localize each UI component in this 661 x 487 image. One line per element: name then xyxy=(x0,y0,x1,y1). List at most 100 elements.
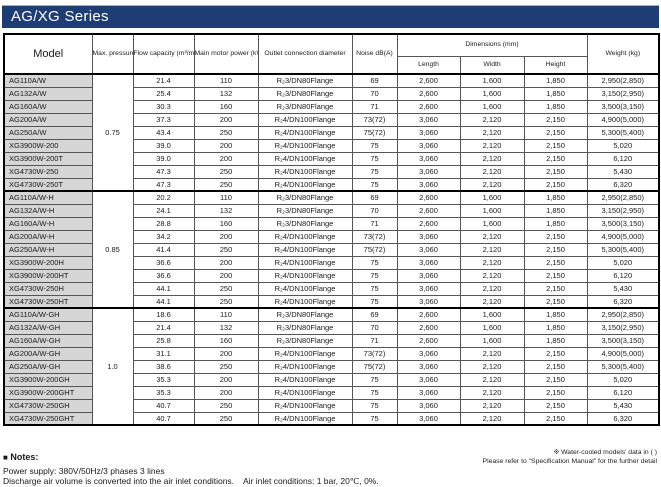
flow-cell: 40.7 xyxy=(132,411,195,426)
width-cell: 2,120 xyxy=(459,411,525,426)
notes-block: ■ Notes: Power supply: 380V/50Hz/3 phase… xyxy=(3,452,379,487)
flow-cell: 21.4 xyxy=(132,320,195,335)
outlet-cell: R₂4/DN100Flange xyxy=(257,229,353,244)
model-cell: AG250A/W xyxy=(3,125,93,140)
weight-cell: 5,430 xyxy=(586,281,660,296)
table-row: XG3900W-200 39.0 200 R₂4/DN100Flange 75 3,060… xyxy=(3,138,660,153)
power-cell: 200 xyxy=(193,385,259,400)
height-cell: 1,850 xyxy=(523,190,588,205)
flow-cell: 38.6 xyxy=(132,359,195,374)
table-row: AG110A/W-H 0.85 20.2 110 R₂3/DN80Flange 69 2,6… xyxy=(3,190,660,309)
length-cell: 3,060 xyxy=(396,242,461,257)
width-cell: 1,600 xyxy=(459,307,525,322)
page-title: AG/XG Series xyxy=(11,8,109,25)
model-cell: XG3900W-200GHT xyxy=(3,385,93,400)
width-cell: 2,120 xyxy=(459,151,525,166)
height-cell: 1,850 xyxy=(523,320,588,335)
power-cell: 132 xyxy=(193,86,259,101)
width-cell: 1,600 xyxy=(459,99,525,114)
width-cell: 2,120 xyxy=(459,112,525,127)
noise-cell: 75 xyxy=(351,372,398,387)
series-title-banner: AG/XG Series xyxy=(2,5,659,28)
spec-table-body: AG110A/W 0.75 21.4 110 R₂3/DN80Flange 69 2,600… xyxy=(3,73,660,426)
flow-cell: 35.3 xyxy=(132,385,195,400)
power-cell: 110 xyxy=(193,307,259,322)
length-cell: 2,600 xyxy=(396,203,461,218)
weight-cell: 5,020 xyxy=(586,372,660,387)
flow-cell: 31.1 xyxy=(132,346,195,361)
height-cell: 2,150 xyxy=(523,138,588,153)
outlet-cell: R₂4/DN100Flange xyxy=(257,242,353,257)
height-cell: 2,150 xyxy=(523,242,588,257)
flow-cell: 36.6 xyxy=(132,255,195,270)
noise-cell: 75(72) xyxy=(351,359,398,374)
outlet-cell: R₂4/DN100Flange xyxy=(257,372,353,387)
model-cell: AG110A/W-GH xyxy=(3,307,93,322)
weight-cell: 5,300(5,400) xyxy=(586,125,660,140)
width-cell: 1,600 xyxy=(459,203,525,218)
model-cell: XG3900W-200GH xyxy=(3,372,93,387)
col-header-motor-power: Main motor power (kW) xyxy=(193,33,259,75)
weight-cell: 3,500(3,150) xyxy=(586,216,660,231)
flow-cell: 44.1 xyxy=(132,294,195,309)
outlet-cell: R₂3/DN80Flange xyxy=(257,320,353,335)
width-cell: 2,120 xyxy=(459,346,525,361)
power-cell: 200 xyxy=(193,151,259,166)
flow-cell: 20.2 xyxy=(132,190,195,205)
flow-cell: 30.3 xyxy=(132,99,195,114)
noise-cell: 69 xyxy=(351,307,398,322)
length-cell: 3,060 xyxy=(396,125,461,140)
flow-cell: 36.6 xyxy=(132,268,195,283)
pressure-cell: 0.85 xyxy=(91,190,134,309)
model-cell: XG4730W-250H xyxy=(3,281,93,296)
table-row: AG250A/W-H 41.4 250 R₂4/DN100Flange 75(72) 3,… xyxy=(3,242,660,257)
weight-cell: 6,320 xyxy=(586,177,660,192)
length-cell: 3,060 xyxy=(396,294,461,309)
weight-cell: 2,950(2,850) xyxy=(586,307,660,322)
length-cell: 2,600 xyxy=(396,86,461,101)
weight-cell: 6,120 xyxy=(586,151,660,166)
weight-cell: 3,500(3,150) xyxy=(586,99,660,114)
flow-cell: 21.4 xyxy=(132,73,195,88)
table-row: AG160A/W 30.3 160 R₂3/DN80Flange 71 2,600 1,60… xyxy=(3,99,660,114)
outlet-cell: R₂3/DN80Flange xyxy=(257,86,353,101)
model-cell: AG200A/W xyxy=(3,112,93,127)
weight-cell: 5,300(5,400) xyxy=(586,359,660,374)
height-cell: 2,150 xyxy=(523,229,588,244)
noise-cell: 71 xyxy=(351,333,398,348)
length-cell: 3,060 xyxy=(396,346,461,361)
table-row: XG4730W-250GH 40.7 250 R₂4/DN100Flange 75 3,0… xyxy=(3,398,660,413)
noise-cell: 70 xyxy=(351,320,398,335)
outlet-cell: R₂3/DN80Flange xyxy=(257,216,353,231)
table-row: AG132A/W-H 24.1 132 R₂3/DN80Flange 70 2,600 1,… xyxy=(3,203,660,218)
height-cell: 2,150 xyxy=(523,164,588,179)
flow-cell: 34.2 xyxy=(132,229,195,244)
length-cell: 3,060 xyxy=(396,164,461,179)
noise-cell: 75 xyxy=(351,398,398,413)
model-cell: XG4730W-250T xyxy=(3,177,93,192)
width-cell: 2,120 xyxy=(459,229,525,244)
width-cell: 2,120 xyxy=(459,359,525,374)
length-cell: 3,060 xyxy=(396,398,461,413)
height-cell: 1,850 xyxy=(523,203,588,218)
weight-cell: 6,320 xyxy=(586,411,660,426)
noise-cell: 71 xyxy=(351,216,398,231)
pressure-cell: 1.0 xyxy=(91,307,134,426)
weight-cell: 2,950(2,850) xyxy=(586,73,660,88)
width-cell: 1,600 xyxy=(459,86,525,101)
power-cell: 110 xyxy=(193,190,259,205)
power-cell: 250 xyxy=(193,294,259,309)
power-cell: 200 xyxy=(193,372,259,387)
power-cell: 200 xyxy=(193,138,259,153)
model-cell: XG4730W-250HT xyxy=(3,294,93,309)
height-cell: 2,150 xyxy=(523,125,588,140)
flow-cell: 25.4 xyxy=(132,86,195,101)
noise-cell: 75 xyxy=(351,385,398,400)
power-cell: 200 xyxy=(193,255,259,270)
model-cell: XG3900W-200H xyxy=(3,255,93,270)
col-header-dimensions: Dimensions (mm) xyxy=(396,33,588,57)
model-cell: AG132A/W-H xyxy=(3,203,93,218)
col-header-model: Model xyxy=(3,33,93,75)
power-cell: 250 xyxy=(193,177,259,192)
power-cell: 200 xyxy=(193,229,259,244)
